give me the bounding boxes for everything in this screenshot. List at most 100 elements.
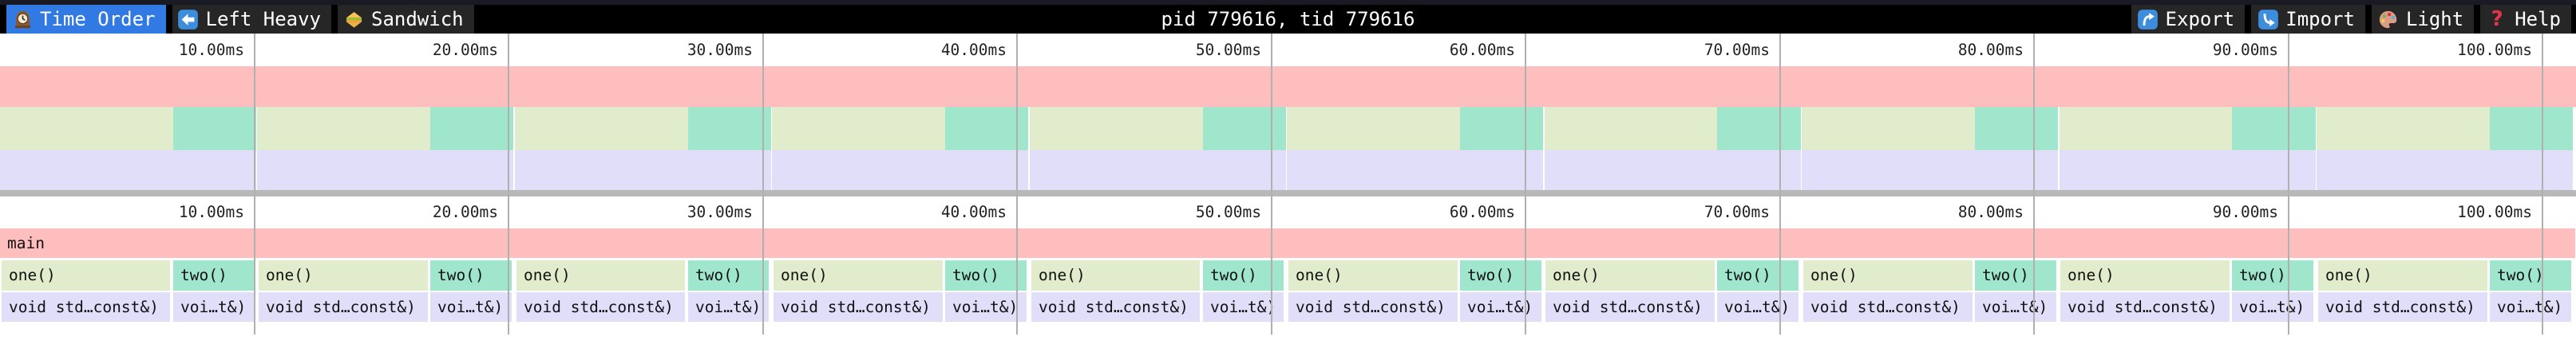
button-export[interactable]: Export <box>2131 5 2246 34</box>
frame-sleep-under-two[interactable]: voi…t&) <box>1717 292 1798 322</box>
frame-two[interactable]: two() <box>688 260 769 291</box>
ruler-tick-label: 90.00ms <box>2212 41 2278 59</box>
frame-sleep-under-one[interactable]: void std…const&) <box>1031 292 1200 322</box>
frame-one[interactable]: one() <box>1545 260 1715 291</box>
frame-main[interactable]: main <box>0 228 2575 258</box>
frame-sleep-under-two[interactable]: voi…t&) <box>173 292 255 322</box>
ruler-tick-label: 100.00ms <box>2457 203 2532 221</box>
left-arrow-icon <box>176 7 200 31</box>
gridline <box>1271 34 1272 335</box>
minimap-frame-two <box>173 107 256 150</box>
minimap-frame-two <box>2232 107 2316 150</box>
tab-sandwich-label: Sandwich <box>371 8 464 30</box>
minimap-frame-one <box>2060 107 2232 150</box>
frame-sleep-under-one[interactable]: void std…const&) <box>2318 292 2487 322</box>
minimap-frame-sleep <box>257 150 513 190</box>
ruler-tick-label: 70.00ms <box>1703 41 1770 59</box>
frame-two[interactable]: two() <box>173 260 255 291</box>
minimap-frame-sleep <box>0 150 256 190</box>
frame-sleep-under-one[interactable]: void std…const&) <box>2 292 170 322</box>
tab-time-order[interactable]: Time Order <box>6 5 166 34</box>
frame-one[interactable]: one() <box>259 260 428 291</box>
gridline <box>2542 34 2543 335</box>
clock-icon <box>10 7 34 31</box>
frame-two[interactable]: two() <box>2232 260 2313 291</box>
frame-two[interactable]: two() <box>1975 260 2056 291</box>
frame-sleep-under-one[interactable]: void std…const&) <box>516 292 685 322</box>
frame-two[interactable]: two() <box>430 260 512 291</box>
frame-sleep-under-one[interactable]: void std…const&) <box>1803 292 1973 322</box>
frame-sleep-under-two[interactable]: voi…t&) <box>1203 292 1284 322</box>
minimap-frame-one <box>772 107 945 150</box>
minimap-frame-one <box>0 107 173 150</box>
minimap-frame-sleep <box>1802 150 2058 190</box>
frame-sleep-under-one[interactable]: void std…const&) <box>774 292 943 322</box>
frame-two[interactable]: two() <box>1717 260 1798 291</box>
ruler-tick-label: 50.00ms <box>1195 41 1261 59</box>
frame-sleep-under-one[interactable]: void std…const&) <box>2060 292 2230 322</box>
ruler-tick-label: 50.00ms <box>1195 203 1261 221</box>
ruler-tick-label: 90.00ms <box>2212 203 2278 221</box>
frame-two[interactable]: two() <box>1460 260 1541 291</box>
minimap-frame-two <box>945 107 1028 150</box>
frame-sleep-under-two[interactable]: voi…t&) <box>688 292 769 322</box>
frame-sleep-under-one[interactable]: void std…const&) <box>1545 292 1715 322</box>
tab-left-heavy-label: Left Heavy <box>205 8 322 30</box>
gridline <box>508 34 509 335</box>
view-tabs: Time Order Left Heavy Sandwich <box>6 5 474 34</box>
frame-one[interactable]: one() <box>774 260 943 291</box>
frame-sleep-under-two[interactable]: voi…t&) <box>430 292 512 322</box>
minimap-frame-two <box>1460 107 1543 150</box>
minimap-frame-one <box>1802 107 1975 150</box>
frame-sleep-under-two[interactable]: voi…t&) <box>1975 292 2056 322</box>
ruler-tick-label: 20.00ms <box>432 203 498 221</box>
frame-one[interactable]: one() <box>2060 260 2230 291</box>
frame-one[interactable]: one() <box>2 260 170 291</box>
button-import[interactable]: Import <box>2251 5 2365 34</box>
frame-one[interactable]: one() <box>2318 260 2487 291</box>
ruler-tick-label: 30.00ms <box>687 41 753 59</box>
frame-one[interactable]: one() <box>516 260 685 291</box>
ruler-tick-label: 60.00ms <box>1449 203 1515 221</box>
minimap-frame-two <box>688 107 771 150</box>
tab-sandwich[interactable]: Sandwich <box>338 5 474 34</box>
frame-one[interactable]: one() <box>1031 260 1200 291</box>
frame-sleep-under-one[interactable]: void std…const&) <box>259 292 428 322</box>
ruler-tick-label: 20.00ms <box>432 41 498 59</box>
button-light[interactable]: Light <box>2371 5 2475 34</box>
frame-sleep-under-two[interactable]: voi…t&) <box>2232 292 2313 322</box>
frame-sleep-under-two[interactable]: voi…t&) <box>945 292 1027 322</box>
minimap-frame-sleep <box>1545 150 1801 190</box>
frame-sleep-under-one[interactable]: void std…const&) <box>1288 292 1458 322</box>
tab-left-heavy[interactable]: Left Heavy <box>172 5 331 34</box>
button-help[interactable]: ? Help <box>2480 5 2571 34</box>
ruler-tick-label: 10.00ms <box>178 41 244 59</box>
gridline <box>1779 34 1781 335</box>
button-light-label: Light <box>2405 8 2464 30</box>
ruler-tick-label: 30.00ms <box>687 203 753 221</box>
ruler-tick-label: 80.00ms <box>1957 203 2024 221</box>
frame-two[interactable]: two() <box>945 260 1027 291</box>
gridline <box>2288 34 2289 335</box>
frame-one[interactable]: one() <box>1288 260 1458 291</box>
minimap-frame-sleep <box>515 150 771 190</box>
frame-sleep-under-two[interactable]: voi…t&) <box>1460 292 1541 322</box>
frame-two[interactable]: two() <box>1203 260 1284 291</box>
frame-sleep-under-two[interactable]: voi…t&) <box>2490 292 2571 322</box>
minimap-frame-two <box>1975 107 2058 150</box>
frame-one[interactable]: one() <box>1803 260 1973 291</box>
minimap-frame-one <box>1545 107 1717 150</box>
minimap-frame-main <box>0 66 2576 107</box>
minimap-frame-one <box>257 107 430 150</box>
tab-time-order-label: Time Order <box>40 8 156 30</box>
minimap-frame-one <box>2317 107 2490 150</box>
ruler-tick-label: 60.00ms <box>1449 41 1515 59</box>
gridline <box>254 34 255 335</box>
question-icon: ? <box>2491 7 2503 31</box>
ruler-tick-label: 70.00ms <box>1703 203 1770 221</box>
frame-two[interactable]: two() <box>2490 260 2571 291</box>
profile-title: pid 779616, tid 779616 <box>1161 8 1415 30</box>
ruler-tick-label: 100.00ms <box>2457 41 2532 59</box>
minimap-frame-two <box>430 107 513 150</box>
